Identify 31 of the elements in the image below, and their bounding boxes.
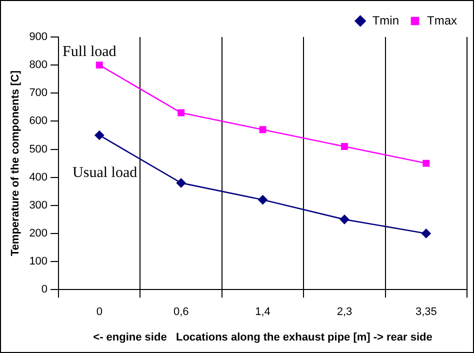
point — [176, 178, 186, 188]
y-tick-label: 300 — [29, 199, 48, 212]
y-axis-title: Temperature of the components [C] — [10, 70, 22, 256]
y-tick-label: 400 — [29, 171, 48, 184]
annotation: Usual load — [72, 165, 138, 182]
point — [96, 62, 103, 69]
x-tick-label: 2,3 — [336, 306, 352, 318]
y-tick-label: 900 — [29, 31, 48, 44]
y-tick-label: 700 — [29, 87, 48, 100]
y-tick-label: 600 — [29, 115, 48, 128]
point — [340, 214, 350, 224]
x-tick-label: 0 — [96, 306, 102, 318]
y-tick-label: 100 — [29, 256, 48, 268]
point — [422, 228, 431, 238]
y-tick-label: 500 — [29, 143, 48, 156]
x-axis-title: <- engine side Locations along the exhaust pipe [m] -> rear side — [93, 331, 432, 344]
x-tick-label: 3,35 — [415, 306, 437, 318]
y-tick-label: 200 — [29, 228, 48, 240]
point — [178, 109, 185, 116]
legend-label: Tmax — [427, 13, 457, 28]
x-tick-label: 0,6 — [173, 306, 189, 318]
point — [259, 126, 266, 134]
y-tick-label: 0 — [41, 284, 48, 296]
point — [340, 142, 348, 150]
legend-label: Tmin — [372, 13, 400, 28]
point — [258, 195, 268, 204]
y-tick-label: 800 — [29, 59, 48, 72]
point — [422, 160, 430, 167]
point — [94, 130, 104, 140]
x-tick-label: 1,4 — [255, 306, 270, 318]
annotation: Full load — [62, 44, 117, 60]
